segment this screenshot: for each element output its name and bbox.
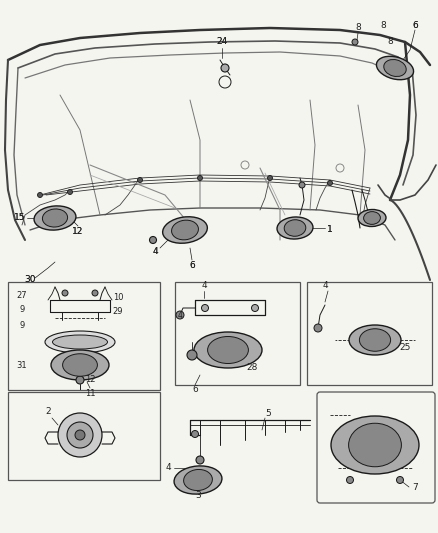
Ellipse shape xyxy=(331,416,419,474)
Text: 15: 15 xyxy=(14,214,26,222)
Ellipse shape xyxy=(194,332,262,368)
Text: 6: 6 xyxy=(192,385,198,394)
Ellipse shape xyxy=(42,209,67,227)
Ellipse shape xyxy=(384,60,406,77)
Text: 30: 30 xyxy=(24,276,36,285)
Text: 1: 1 xyxy=(327,225,333,235)
Bar xyxy=(307,282,432,385)
Text: 12: 12 xyxy=(85,376,95,384)
Text: 5: 5 xyxy=(265,408,271,417)
Text: 2: 2 xyxy=(45,408,51,416)
Text: 31: 31 xyxy=(17,360,27,369)
Ellipse shape xyxy=(208,336,248,364)
Circle shape xyxy=(196,456,204,464)
Text: 9: 9 xyxy=(19,320,25,329)
Text: 4: 4 xyxy=(201,281,207,290)
Bar xyxy=(175,282,300,385)
Ellipse shape xyxy=(349,423,401,467)
Circle shape xyxy=(38,192,42,198)
Ellipse shape xyxy=(376,56,413,80)
Text: 4: 4 xyxy=(165,464,171,472)
Circle shape xyxy=(75,430,85,440)
Circle shape xyxy=(67,190,73,195)
Ellipse shape xyxy=(284,220,306,236)
Circle shape xyxy=(251,304,258,311)
Circle shape xyxy=(67,422,93,448)
Text: 30: 30 xyxy=(24,276,36,285)
Text: 8: 8 xyxy=(355,23,361,33)
Circle shape xyxy=(201,304,208,311)
Text: 1: 1 xyxy=(327,225,333,235)
Text: 27: 27 xyxy=(17,292,27,301)
Circle shape xyxy=(176,311,184,319)
Ellipse shape xyxy=(174,466,222,494)
Text: 24: 24 xyxy=(216,37,228,46)
Circle shape xyxy=(268,175,272,181)
Ellipse shape xyxy=(358,209,386,227)
Text: 4: 4 xyxy=(322,281,328,290)
Ellipse shape xyxy=(162,217,207,243)
Ellipse shape xyxy=(349,325,401,355)
Circle shape xyxy=(198,175,202,181)
Text: 9: 9 xyxy=(19,305,25,314)
Circle shape xyxy=(221,64,229,72)
Text: 4: 4 xyxy=(152,247,158,256)
Text: 12: 12 xyxy=(72,228,84,237)
Text: 24: 24 xyxy=(216,37,228,46)
Ellipse shape xyxy=(63,354,97,376)
Circle shape xyxy=(328,181,332,185)
Text: 7: 7 xyxy=(412,482,418,491)
Text: 4: 4 xyxy=(152,247,158,256)
Text: 15: 15 xyxy=(14,214,26,222)
Text: 29: 29 xyxy=(113,308,123,317)
Text: 3: 3 xyxy=(195,490,201,499)
Circle shape xyxy=(191,431,198,438)
Circle shape xyxy=(352,39,358,45)
Text: 12: 12 xyxy=(72,228,84,237)
Text: 11: 11 xyxy=(85,389,95,398)
Text: 28: 28 xyxy=(246,364,258,373)
Text: 6: 6 xyxy=(412,20,418,29)
Ellipse shape xyxy=(51,350,109,380)
Ellipse shape xyxy=(172,220,198,240)
Circle shape xyxy=(76,376,84,384)
Text: 4: 4 xyxy=(177,311,183,319)
Circle shape xyxy=(92,290,98,296)
Circle shape xyxy=(149,237,156,244)
Circle shape xyxy=(314,324,322,332)
Circle shape xyxy=(138,177,142,182)
Text: 6: 6 xyxy=(189,261,195,270)
Circle shape xyxy=(396,477,403,483)
Ellipse shape xyxy=(34,206,76,230)
Text: 8: 8 xyxy=(380,20,386,29)
Text: 6: 6 xyxy=(412,20,418,29)
Circle shape xyxy=(58,413,102,457)
Text: 8: 8 xyxy=(387,37,393,46)
Ellipse shape xyxy=(53,335,107,349)
Circle shape xyxy=(299,182,305,188)
Bar xyxy=(8,282,160,390)
Text: 6: 6 xyxy=(189,261,195,270)
Ellipse shape xyxy=(184,470,212,490)
Bar xyxy=(8,392,160,480)
Ellipse shape xyxy=(277,217,313,239)
Ellipse shape xyxy=(364,212,380,224)
Circle shape xyxy=(62,290,68,296)
Text: 10: 10 xyxy=(113,293,123,302)
Ellipse shape xyxy=(360,329,391,351)
Ellipse shape xyxy=(45,331,115,353)
Text: 25: 25 xyxy=(399,343,411,352)
Circle shape xyxy=(187,350,197,360)
Circle shape xyxy=(346,477,353,483)
